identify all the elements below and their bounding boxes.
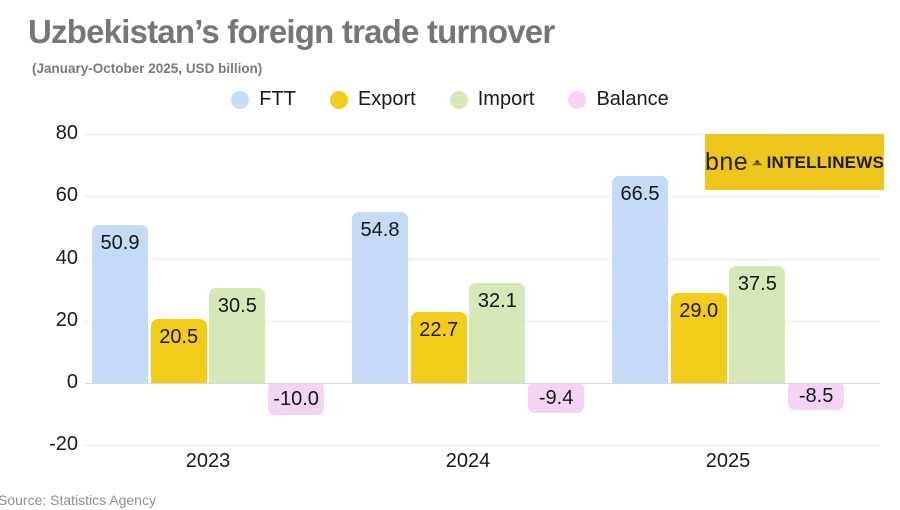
bar-value-label: -10.0 (273, 387, 319, 410)
legend-swatch-ftt (231, 90, 250, 109)
bar-value-label: -9.4 (538, 386, 574, 409)
x-tick-label-2025: 2025 (705, 450, 751, 472)
x-tick-label-2023: 2023 (185, 450, 231, 472)
bar-value-label: 30.5 (217, 295, 257, 318)
bar-balance-2023 (268, 384, 325, 416)
x-axis-line (85, 383, 880, 384)
y-tick-label: 0 (66, 371, 78, 393)
bar-import-2025 (729, 266, 786, 383)
bar-value-label: 37.5 (737, 273, 777, 296)
source-note: Source: Statistics Agency (0, 492, 156, 508)
legend-label: Export (357, 88, 416, 110)
bne-intellinews-logo: bne INTELLINEWS (705, 134, 884, 190)
gridline (85, 445, 880, 447)
legend-item-ftt: FTT (231, 88, 296, 111)
bar-export-2024 (410, 312, 467, 383)
legend-item-import: Import (449, 88, 535, 111)
bar-value-label: 32.1 (477, 290, 517, 313)
legend-swatch-import (449, 90, 468, 109)
legend-label: Balance (596, 88, 669, 110)
bar-value-label: 20.5 (159, 326, 199, 349)
legend-swatch-balance (568, 90, 587, 109)
bar-export-2025 (670, 292, 727, 383)
y-tick-label: 60 (55, 184, 78, 207)
chart-subtitle: (January-October 2025, USD billion) (32, 61, 263, 76)
logo-intellinews-text: INTELLINEWS (766, 152, 884, 172)
bar-ftt-2023 (92, 224, 148, 383)
bar-value-label: -8.5 (798, 385, 834, 408)
bar-import-2023 (209, 288, 266, 383)
bar-value-label: 66.5 (620, 183, 660, 206)
bar-balance-2025 (788, 384, 845, 411)
gridline (85, 196, 880, 198)
legend-item-balance: Balance (568, 88, 669, 111)
gridline (85, 134, 880, 135)
legend-item-export: Export (329, 88, 416, 111)
bar-import-2024 (469, 283, 526, 383)
bar-balance-2024 (528, 384, 585, 414)
y-tick-label: 20 (55, 308, 78, 331)
bar-ftt-2024 (352, 212, 408, 383)
y-tick-label: -20 (49, 433, 78, 456)
bar-value-label: 22.7 (419, 319, 459, 342)
bar-value-label: 54.8 (360, 219, 400, 242)
legend-swatch-export (329, 90, 348, 109)
chart-title: Uzbekistan’s foreign trade turnover (28, 13, 555, 50)
mountain-icon (752, 159, 763, 165)
bar-value-label: 50.9 (100, 231, 140, 254)
legend-label: Import (477, 88, 535, 110)
logo-bne-text: bne (705, 147, 749, 176)
y-tick-label: 80 (55, 122, 78, 144)
bar-value-label: 29.0 (679, 299, 719, 322)
legend: FTT Export Import Balance (0, 88, 900, 111)
legend-label: FTT (259, 88, 296, 110)
gridline (85, 258, 880, 260)
bar-ftt-2025 (612, 176, 668, 383)
y-tick-label: 40 (55, 246, 78, 269)
bar-export-2023 (150, 319, 207, 383)
x-tick-label-2024: 2024 (445, 450, 491, 472)
